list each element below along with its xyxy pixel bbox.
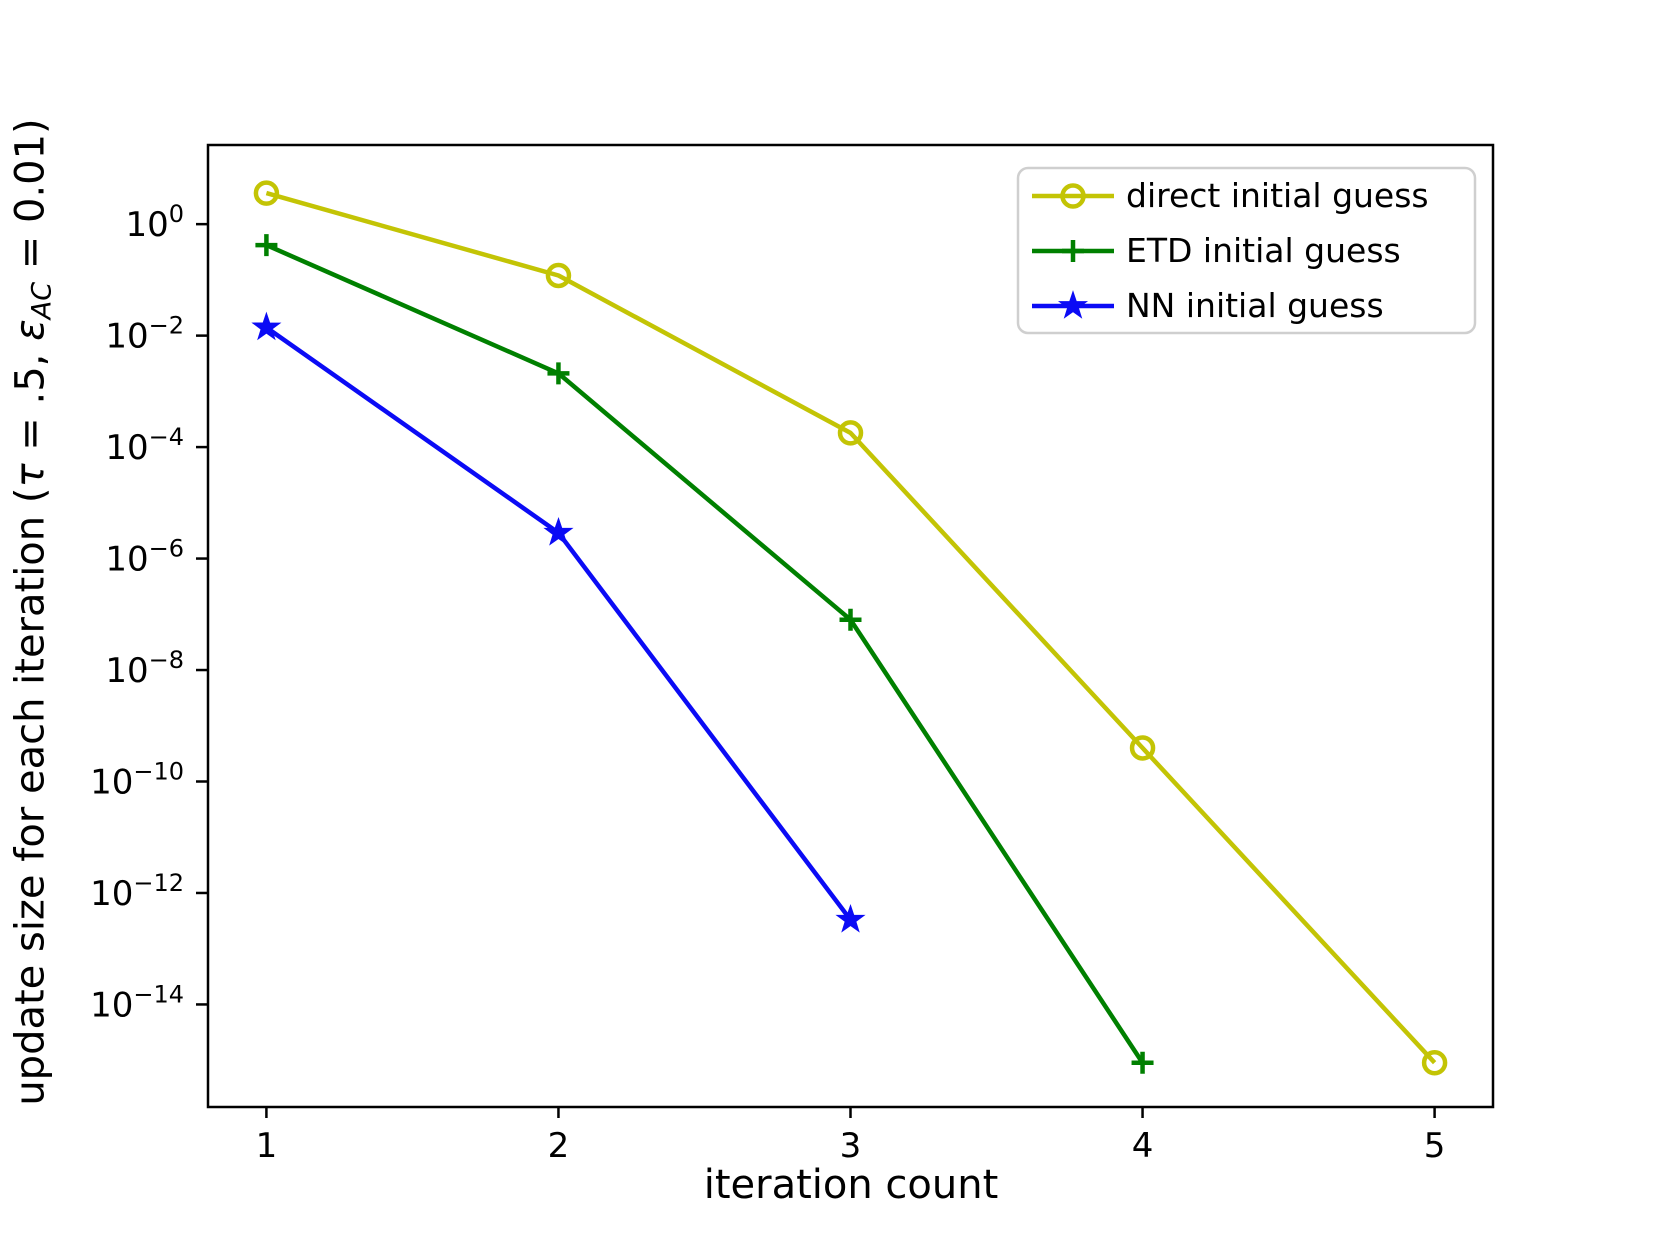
- data-point-star: [251, 311, 282, 341]
- x-tick-label: 2: [548, 1126, 570, 1166]
- y-tick-label: 10−4: [105, 423, 184, 468]
- x-tick-label: 3: [840, 1126, 862, 1166]
- data-point-circle: [837, 420, 864, 446]
- legend-label: ETD initial guess: [1126, 231, 1401, 270]
- series-line-star: [265, 325, 853, 922]
- data-point-plus: [839, 608, 862, 631]
- x-tick-label: 1: [256, 1126, 278, 1166]
- x-axis-label: iteration count: [703, 1162, 999, 1208]
- y-axis-label-part: = 0.01): [7, 118, 54, 282]
- y-tick-label: 10−6: [105, 535, 184, 580]
- data-point-circle: [253, 180, 280, 206]
- y-axis-label-part: ε: [7, 319, 54, 341]
- legend-sample-marker: [1057, 290, 1089, 319]
- legend-label: direct initial guess: [1126, 176, 1429, 215]
- legend-sample-marker: [1062, 240, 1084, 262]
- legend-box: [1016, 166, 1477, 335]
- data-point-star: [543, 516, 574, 546]
- y-axis-label-part: update size for each iteration (: [7, 487, 54, 1106]
- y-tick-label: 100: [125, 200, 184, 245]
- data-point-circle: [545, 262, 572, 289]
- legend-sample-marker: [1060, 183, 1086, 209]
- y-tick-label: 10−8: [105, 646, 184, 691]
- y-axis-label: update size for each iteration (τ = .5, …: [7, 118, 58, 1106]
- y-axis-label-part: AC: [26, 281, 58, 320]
- y-tick-label: 10−12: [90, 869, 184, 914]
- data-point-star: [835, 903, 866, 933]
- y-tick-label: 10−2: [105, 312, 184, 357]
- y-tick-label: 10−10: [90, 758, 184, 803]
- legend-label: NN initial guess: [1126, 286, 1384, 325]
- data-point-plus: [547, 362, 570, 385]
- data-point-circle: [1421, 1049, 1448, 1076]
- x-tick-label: 5: [1424, 1126, 1446, 1166]
- data-point-plus: [1131, 1051, 1154, 1074]
- y-tick-label: 10−14: [90, 980, 184, 1025]
- data-point-plus: [255, 234, 278, 257]
- series-line-plus: [265, 243, 1145, 1064]
- data-point-circle: [1129, 735, 1156, 761]
- y-axis-label-part: = .5,: [7, 340, 54, 464]
- y-axis-label-part: τ: [7, 463, 54, 488]
- series-line-circle: [265, 190, 1437, 1065]
- x-tick-label: 4: [1132, 1126, 1154, 1166]
